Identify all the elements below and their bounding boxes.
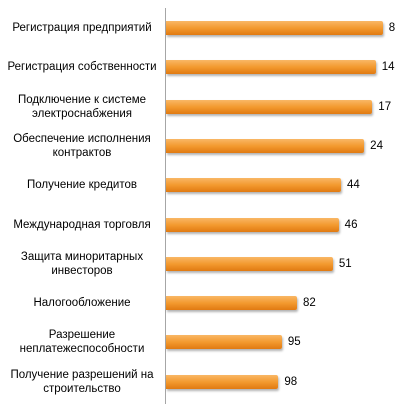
data-label: 95 [287, 336, 301, 349]
bar [166, 256, 333, 271]
bar [166, 60, 376, 75]
bar [166, 335, 282, 350]
bar [166, 374, 279, 389]
data-label: 24 [370, 139, 383, 152]
category-label: Защита миноритарных инвесторов [20, 250, 144, 277]
bar [166, 21, 383, 35]
category-label: Регистрация собственности [7, 61, 157, 74]
bar [166, 99, 373, 114]
category-label: Налогообложение [33, 297, 131, 310]
bar [166, 178, 341, 193]
data-label: 8 [388, 22, 396, 34]
data-label: 51 [338, 257, 352, 270]
data-label: 98 [284, 375, 298, 388]
bar [166, 296, 297, 311]
data-label: 82 [302, 297, 316, 310]
bar [166, 217, 339, 232]
category-label: Регистрация предприятий [12, 22, 152, 34]
data-label: 14 [381, 61, 395, 74]
bar [166, 138, 365, 153]
category-label: Получение кредитов [27, 179, 137, 192]
category-label: Получение разрешений на строительство [10, 368, 154, 395]
category-label: Подключение к системе электроснабжения [17, 93, 147, 120]
category-label: Обеспечение исполнения контрактов [13, 132, 151, 159]
data-label: 46 [344, 218, 358, 231]
axis-line [165, 8, 166, 404]
category-label: Разрешение неплатежеспособности [19, 329, 145, 356]
data-label: 44 [347, 179, 360, 192]
category-label: Международная торговля [13, 218, 151, 231]
data-label: 17 [378, 100, 392, 113]
